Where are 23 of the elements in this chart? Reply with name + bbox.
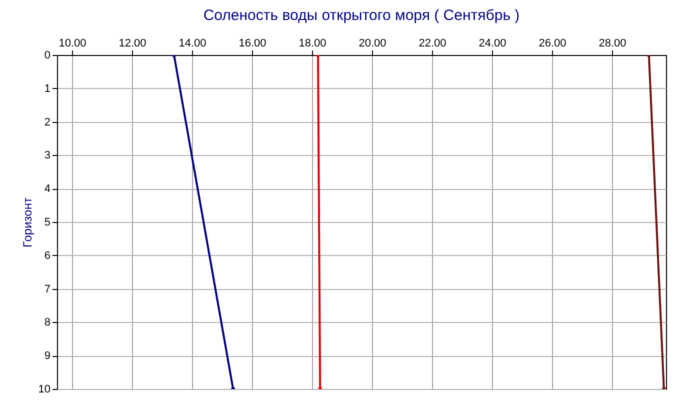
x-tick-label: 10.00: [58, 38, 86, 50]
y-tick-label: 7: [44, 283, 50, 296]
chart-title: Соленость воды открытого моря ( Сентябрь ): [203, 7, 520, 24]
x-tick-label: 14.00: [178, 38, 206, 50]
y-tick-label: 6: [44, 250, 50, 262]
x-tick-label: 26.00: [538, 38, 566, 50]
x-tick-label: 28.00: [598, 38, 626, 50]
y-tick-label: 8: [44, 316, 50, 329]
y-axis-title: Горизонт: [20, 197, 34, 248]
y-tick-label: 10: [38, 384, 50, 396]
y-tick-label: 2: [44, 116, 50, 128]
y-tick-label: 1: [44, 82, 50, 95]
x-tick-label: 16.00: [238, 38, 266, 50]
y-tick-label: 4: [44, 183, 50, 196]
x-tick-label: 22.00: [418, 38, 446, 50]
x-tick-label: 18.00: [298, 38, 326, 50]
y-tick-label: 0: [44, 50, 50, 62]
y-tick-label: 3: [44, 150, 50, 162]
x-tick-label: 20.00: [358, 38, 386, 50]
y-tick-label: 5: [44, 216, 50, 228]
y-tick-label: 9: [44, 350, 50, 362]
x-tick-label: 24.00: [478, 38, 506, 50]
x-tick-label: 12.00: [118, 38, 146, 50]
